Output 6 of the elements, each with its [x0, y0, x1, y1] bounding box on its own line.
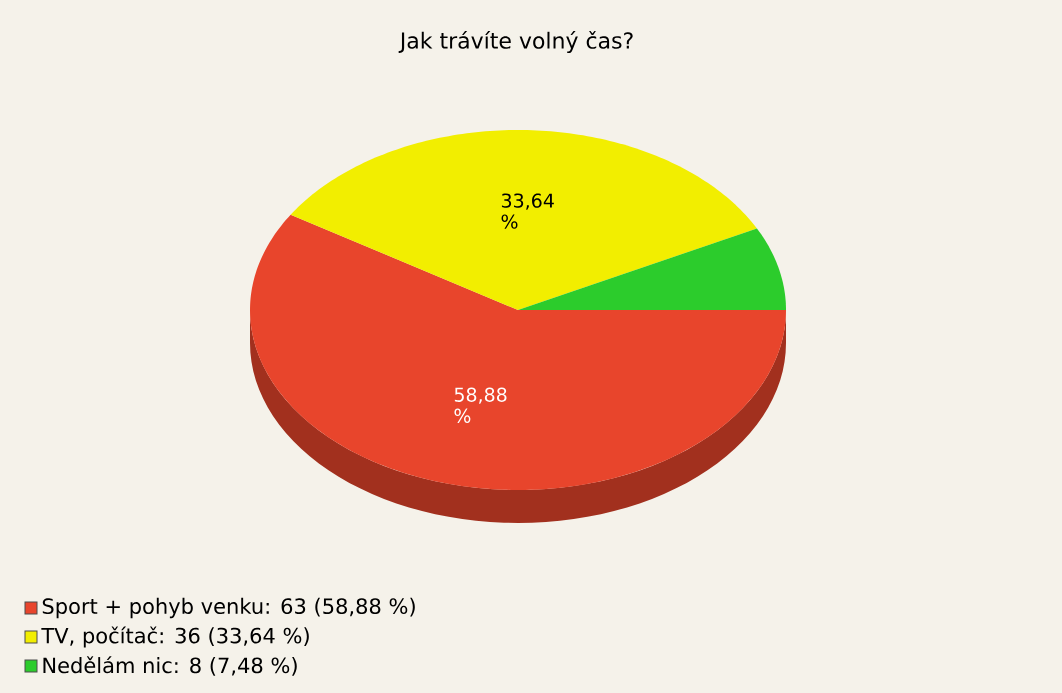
data-label: 33,64 %: [501, 193, 554, 229]
data-label: 58,88 %: [454, 387, 507, 423]
legend-label: Nedělám nic: 8 (7,48 %): [43, 656, 297, 676]
legend-label: TV, počítač: 36 (33,64 %): [41, 626, 309, 648]
chart-title: Jak trávíte volný čas?: [398, 30, 633, 54]
legend-label: Sport + pohyb venku: 63 (58,88 %): [42, 597, 415, 619]
